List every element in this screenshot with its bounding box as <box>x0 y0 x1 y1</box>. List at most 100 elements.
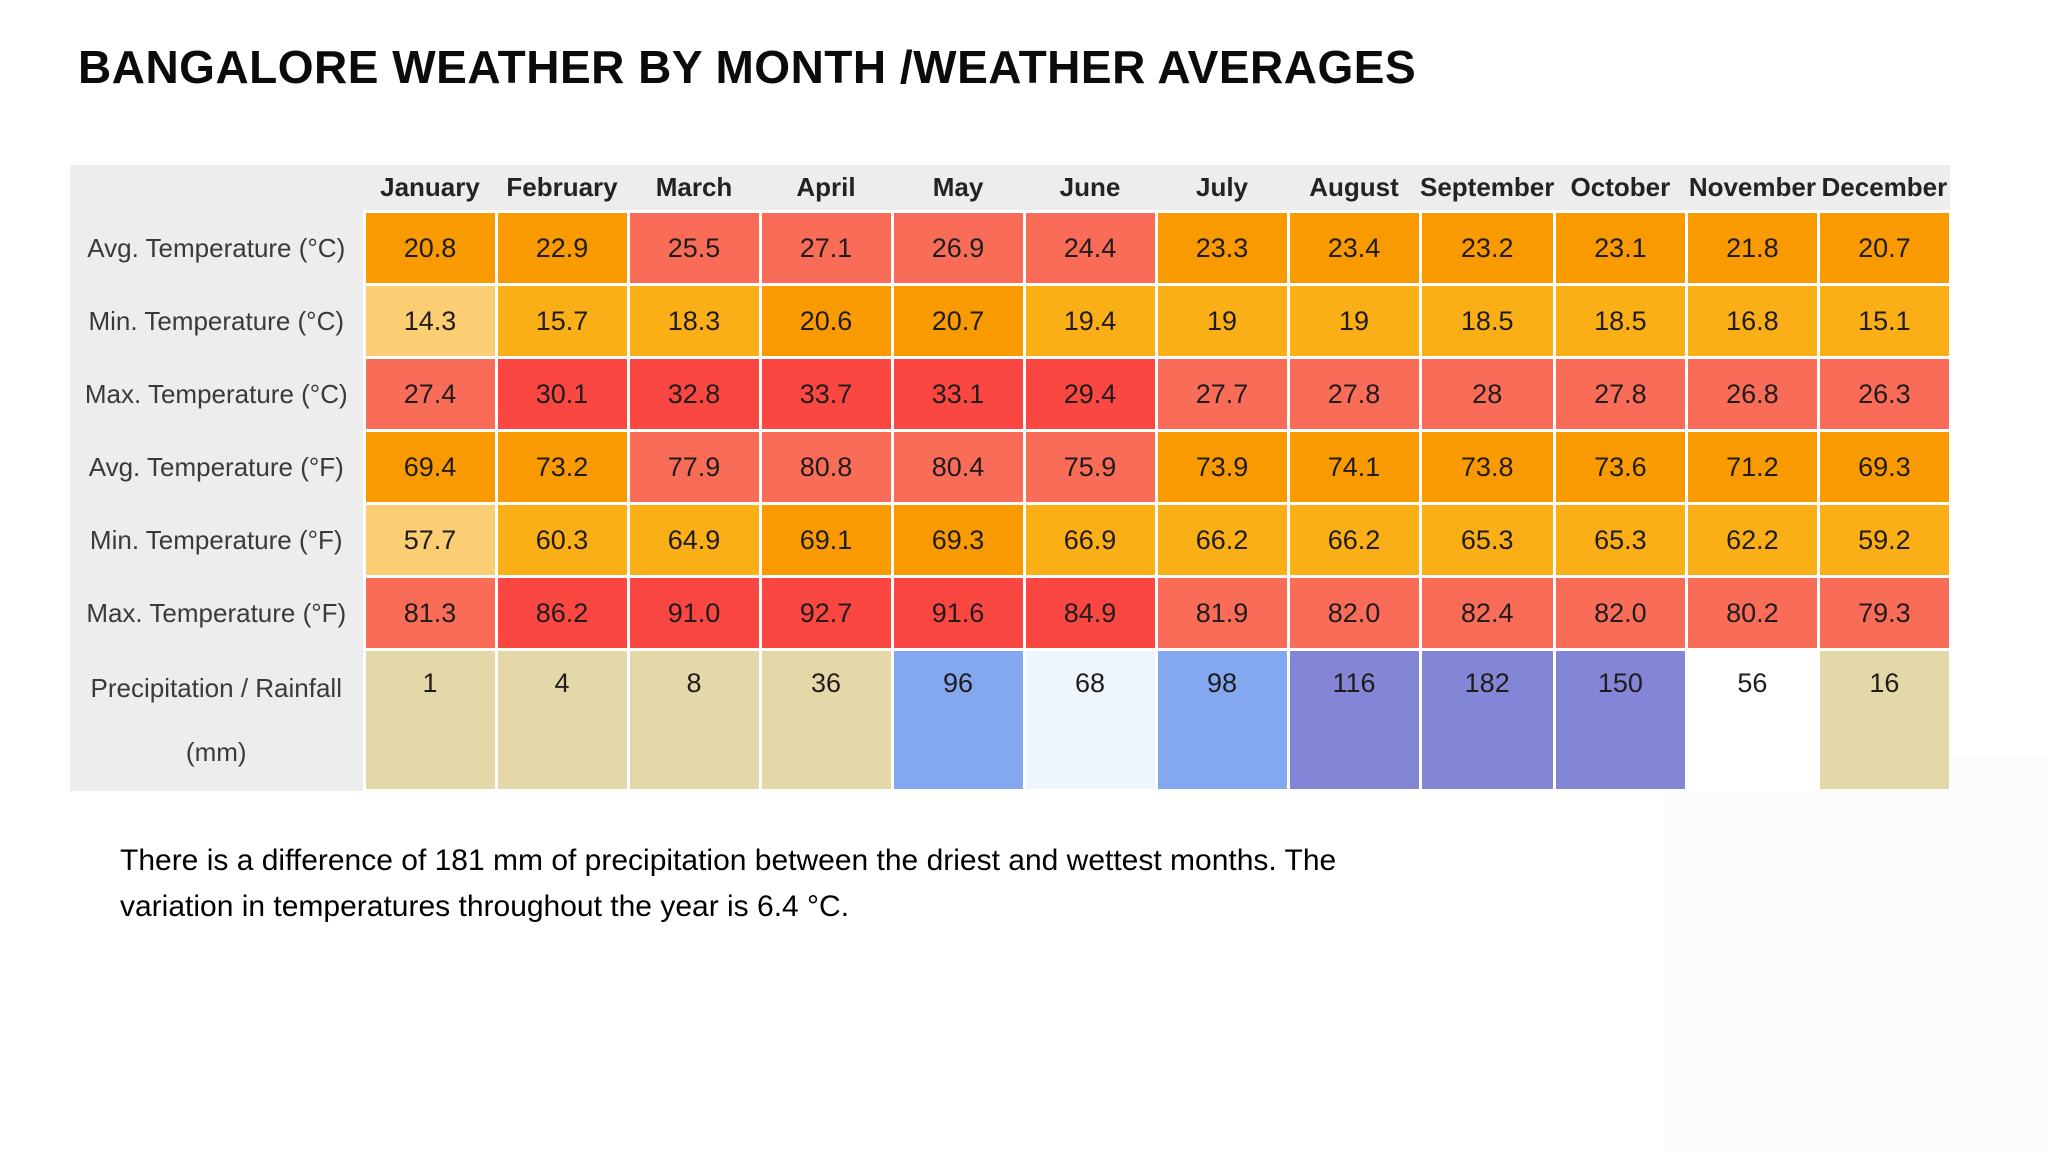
table-cell: 71.2 <box>1684 429 1820 505</box>
table-cell: 4 <box>494 648 630 792</box>
table-cell: 64.9 <box>626 502 762 578</box>
table-cell: 26.9 <box>890 210 1026 286</box>
month-header: February <box>496 165 628 212</box>
row-label: Max. Temperature (°F) <box>70 576 364 650</box>
table-cell: 66.9 <box>1022 502 1158 578</box>
table-cell: 80.8 <box>758 429 894 505</box>
table-cell: 62.2 <box>1684 502 1820 578</box>
month-header: April <box>760 165 892 212</box>
row-label: Min. Temperature (°F) <box>70 503 364 577</box>
month-header: March <box>628 165 760 212</box>
table-cell: 33.7 <box>758 356 894 432</box>
month-header: September <box>1420 165 1555 212</box>
month-header: July <box>1156 165 1288 212</box>
table-cell: 14.3 <box>362 283 498 359</box>
table-cell: 74.1 <box>1286 429 1422 505</box>
table-cell: 29.4 <box>1022 356 1158 432</box>
month-header: May <box>892 165 1024 212</box>
month-header: December <box>1818 165 1951 212</box>
table-cell: 18.5 <box>1418 283 1556 359</box>
table-cell: 65.3 <box>1552 502 1688 578</box>
table-row: Precipitation / Rainfall (mm) 1 4 8 36 96 68 98 1… <box>70 648 1952 792</box>
table-cell: 98 <box>1154 648 1290 792</box>
table-cell: 81.9 <box>1154 575 1290 651</box>
table-cell: 56 <box>1684 648 1820 792</box>
table-cell: 27.8 <box>1552 356 1688 432</box>
row-label-line: Precipitation / Rainfall <box>90 673 342 703</box>
table-cell: 69.4 <box>362 429 498 505</box>
table-cell: 24.4 <box>1022 210 1158 286</box>
table-body: Avg. Temperature (°C) 20.8 22.9 25.5 27.1 26.… <box>70 210 1952 792</box>
table-cell: 75.9 <box>1022 429 1158 505</box>
table-cell: 57.7 <box>362 502 498 578</box>
table-cell: 27.4 <box>362 356 498 432</box>
month-header: June <box>1024 165 1156 212</box>
table-cell: 15.1 <box>1816 283 1952 359</box>
weather-averages-table: January February March April May June July Augu… <box>70 165 1952 792</box>
table-cell: 91.6 <box>890 575 1026 651</box>
row-label-unit: (mm) <box>185 737 247 767</box>
table-row: Max. Temperature (°F) 81.3 86.2 91.0 92.7 91.… <box>70 575 1952 651</box>
month-header: October <box>1554 165 1687 212</box>
table-cell: 96 <box>890 648 1026 792</box>
corner-cell <box>70 165 364 212</box>
table-cell: 20.7 <box>1816 210 1952 286</box>
table-cell: 73.6 <box>1552 429 1688 505</box>
table-cell: 80.4 <box>890 429 1026 505</box>
table-cell: 23.2 <box>1418 210 1556 286</box>
summary-note-line: There is a difference of 181 mm of preci… <box>120 844 1337 877</box>
table-row: Min. Temperature (°F) 57.7 60.3 64.9 69.1 69.… <box>70 502 1952 578</box>
table-cell: 23.3 <box>1154 210 1290 286</box>
table-cell: 150 <box>1552 648 1688 792</box>
table-cell: 23.1 <box>1552 210 1688 286</box>
table-cell: 69.3 <box>1816 429 1952 505</box>
table-cell: 27.1 <box>758 210 894 286</box>
table-cell: 82.0 <box>1552 575 1688 651</box>
table-cell: 30.1 <box>494 356 630 432</box>
table-cell: 16 <box>1816 648 1952 792</box>
table-cell: 73.2 <box>494 429 630 505</box>
summary-note: There is a difference of 181 mm of preci… <box>120 838 1336 930</box>
table-cell: 27.7 <box>1154 356 1290 432</box>
table-cell: 92.7 <box>758 575 894 651</box>
row-label: Precipitation / Rainfall (mm) <box>70 649 364 791</box>
table-cell: 8 <box>626 648 762 792</box>
summary-note-line: variation in temperatures throughout the… <box>120 890 850 923</box>
table-cell: 23.4 <box>1286 210 1422 286</box>
table-cell: 80.2 <box>1684 575 1820 651</box>
table-cell: 68 <box>1022 648 1158 792</box>
table-cell: 27.8 <box>1286 356 1422 432</box>
table-cell: 19.4 <box>1022 283 1158 359</box>
table-cell: 84.9 <box>1022 575 1158 651</box>
month-header: January <box>364 165 496 212</box>
table-cell: 116 <box>1286 648 1422 792</box>
row-label: Min. Temperature (°C) <box>70 284 364 358</box>
page-title: BANGALORE WEATHER BY MONTH /WEATHER AVER… <box>78 41 1417 93</box>
table-cell: 77.9 <box>626 429 762 505</box>
table-cell: 82.4 <box>1418 575 1556 651</box>
background-shade <box>1665 757 2048 1152</box>
row-label: Avg. Temperature (°C) <box>70 211 364 285</box>
row-label: Max. Temperature (°C) <box>70 357 364 431</box>
table-cell: 60.3 <box>494 502 630 578</box>
table-cell: 91.0 <box>626 575 762 651</box>
table-cell: 59.2 <box>1816 502 1952 578</box>
table-cell: 20.8 <box>362 210 498 286</box>
table-row: Min. Temperature (°C) 14.3 15.7 18.3 20.6 20.… <box>70 283 1952 359</box>
row-label: Avg. Temperature (°F) <box>70 430 364 504</box>
table-cell: 19 <box>1286 283 1422 359</box>
month-header: November <box>1686 165 1819 212</box>
table-cell: 33.1 <box>890 356 1026 432</box>
table-cell: 86.2 <box>494 575 630 651</box>
table-cell: 69.3 <box>890 502 1026 578</box>
table-cell: 18.5 <box>1552 283 1688 359</box>
table-cell: 81.3 <box>362 575 498 651</box>
table-cell: 32.8 <box>626 356 762 432</box>
table-cell: 20.7 <box>890 283 1026 359</box>
table-cell: 18.3 <box>626 283 762 359</box>
table-cell: 26.3 <box>1816 356 1952 432</box>
month-header-row: January February March April May June July Augu… <box>70 165 1951 212</box>
table-cell: 182 <box>1418 648 1556 792</box>
table-cell: 69.1 <box>758 502 894 578</box>
table-cell: 20.6 <box>758 283 894 359</box>
